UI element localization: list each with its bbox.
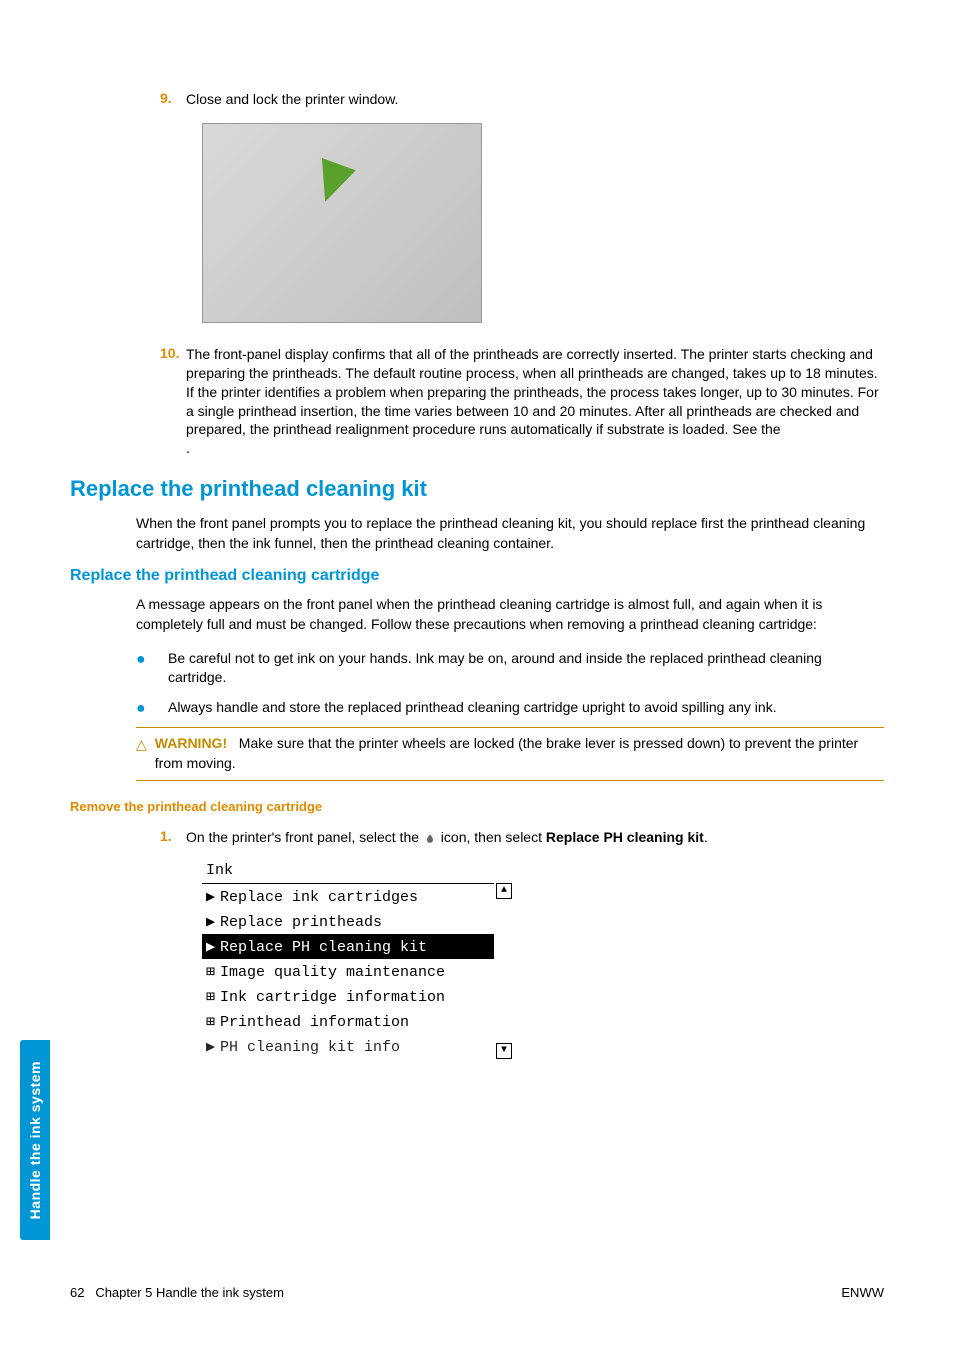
footer-chapter: Chapter 5 Handle the ink system bbox=[95, 1285, 284, 1300]
panel-item-label: PH cleaning kit info bbox=[220, 1039, 400, 1056]
remove-step-1-text: On the printer's front panel, select the… bbox=[186, 828, 884, 847]
panel-item-label: Printhead information bbox=[220, 1014, 409, 1031]
step-10-tail: . bbox=[186, 440, 190, 456]
page-footer: 62 Chapter 5 Handle the ink system ENWW bbox=[70, 1285, 884, 1300]
scroll-down-button[interactable]: ▼ bbox=[496, 1043, 512, 1059]
panel-item-label: Replace PH cleaning kit bbox=[220, 939, 427, 956]
footer-left: 62 Chapter 5 Handle the ink system bbox=[70, 1285, 284, 1300]
panel-item-image-quality[interactable]: ⊞Image quality maintenance bbox=[202, 959, 494, 984]
step-10-text: The front-panel display confirms that al… bbox=[186, 345, 884, 458]
bullet-dot-icon: ● bbox=[136, 701, 146, 718]
warning-text: Make sure that the printer wheels are lo… bbox=[155, 735, 858, 771]
heading-replace-cartridge: Replace the printhead cleaning cartridge bbox=[70, 567, 884, 585]
side-tab: Handle the ink system bbox=[20, 1040, 50, 1240]
heading-replace-kit: Replace the printhead cleaning kit bbox=[70, 476, 884, 502]
panel-list: ▶Replace ink cartridges ▶Replace printhe… bbox=[202, 883, 494, 1059]
panel-body: ▶Replace ink cartridges ▶Replace printhe… bbox=[202, 883, 512, 1059]
plus-box-icon: ⊞ bbox=[206, 987, 220, 1006]
panel-item-replace-printheads[interactable]: ▶Replace printheads bbox=[202, 909, 494, 934]
paragraph-replace-cartridge: A message appears on the front panel whe… bbox=[136, 595, 884, 634]
triangle-right-icon: ▶ bbox=[206, 912, 220, 931]
step-10-body: The front-panel display confirms that al… bbox=[186, 346, 879, 438]
remove-step-1: 1. On the printer's front panel, select … bbox=[160, 828, 884, 847]
panel-item-replace-ph-kit[interactable]: ▶Replace PH cleaning kit bbox=[202, 934, 494, 959]
triangle-right-icon: ▶ bbox=[206, 887, 220, 906]
panel-item-label: Replace ink cartridges bbox=[220, 889, 418, 906]
panel-item-replace-ink[interactable]: ▶Replace ink cartridges bbox=[202, 884, 494, 909]
panel-item-ink-info[interactable]: ⊞Ink cartridge information bbox=[202, 984, 494, 1009]
panel-item-printhead-info[interactable]: ⊞Printhead information bbox=[202, 1009, 494, 1034]
heading-remove-cartridge: Remove the printhead cleaning cartridge bbox=[70, 799, 884, 814]
printer-window-image bbox=[202, 123, 482, 323]
scroll-up-button[interactable]: ▲ bbox=[496, 883, 512, 899]
panel-scrollbar: ▲ ▼ bbox=[494, 883, 512, 1059]
triangle-right-icon: ▶ bbox=[206, 1037, 220, 1056]
plus-box-icon: ⊞ bbox=[206, 962, 220, 981]
front-panel-menu: Ink ▶Replace ink cartridges ▶Replace pri… bbox=[202, 860, 512, 1059]
remove-step-1-post: icon, then select bbox=[437, 829, 546, 845]
remove-step-1-number: 1. bbox=[160, 828, 186, 847]
footer-page-number: 62 bbox=[70, 1285, 84, 1300]
side-tab-label: Handle the ink system bbox=[27, 1061, 43, 1219]
warning-icon: △ bbox=[136, 735, 147, 773]
triangle-right-icon: ▶ bbox=[206, 937, 220, 956]
step-9-text: Close and lock the printer window. bbox=[186, 90, 884, 109]
bullet-dot-icon: ● bbox=[136, 652, 146, 688]
bullet-1-text: Be careful not to get ink on your hands.… bbox=[168, 649, 884, 688]
bullet-2: ● Always handle and store the replaced p… bbox=[136, 698, 884, 718]
remove-step-1-pre: On the printer's front panel, select the bbox=[186, 829, 423, 845]
panel-title: Ink bbox=[202, 860, 512, 883]
remove-step-1-bold: Replace PH cleaning kit bbox=[546, 829, 704, 845]
panel-item-label: Ink cartridge information bbox=[220, 989, 445, 1006]
panel-item-label: Image quality maintenance bbox=[220, 964, 445, 981]
footer-right: ENWW bbox=[841, 1285, 884, 1300]
warning-box: △ WARNING! Make sure that the printer wh… bbox=[136, 727, 884, 780]
step-9-number: 9. bbox=[160, 90, 186, 109]
ink-drop-icon bbox=[423, 831, 437, 845]
remove-step-1-end: . bbox=[704, 829, 708, 845]
warning-content: WARNING! Make sure that the printer whee… bbox=[155, 734, 884, 773]
step-10: 10. The front-panel display confirms tha… bbox=[160, 345, 884, 458]
panel-item-ph-kit-info[interactable]: ▶PH cleaning kit info bbox=[202, 1034, 494, 1059]
bullet-1: ● Be careful not to get ink on your hand… bbox=[136, 649, 884, 688]
step-10-number: 10. bbox=[160, 345, 186, 458]
step-9: 9. Close and lock the printer window. bbox=[160, 90, 884, 109]
paragraph-replace-kit: When the front panel prompts you to repl… bbox=[136, 514, 884, 553]
panel-item-label: Replace printheads bbox=[220, 914, 382, 931]
warning-label: WARNING! bbox=[155, 735, 227, 751]
plus-box-icon: ⊞ bbox=[206, 1012, 220, 1031]
bullet-2-text: Always handle and store the replaced pri… bbox=[168, 698, 884, 718]
page: 9. Close and lock the printer window. 10… bbox=[0, 0, 954, 1350]
